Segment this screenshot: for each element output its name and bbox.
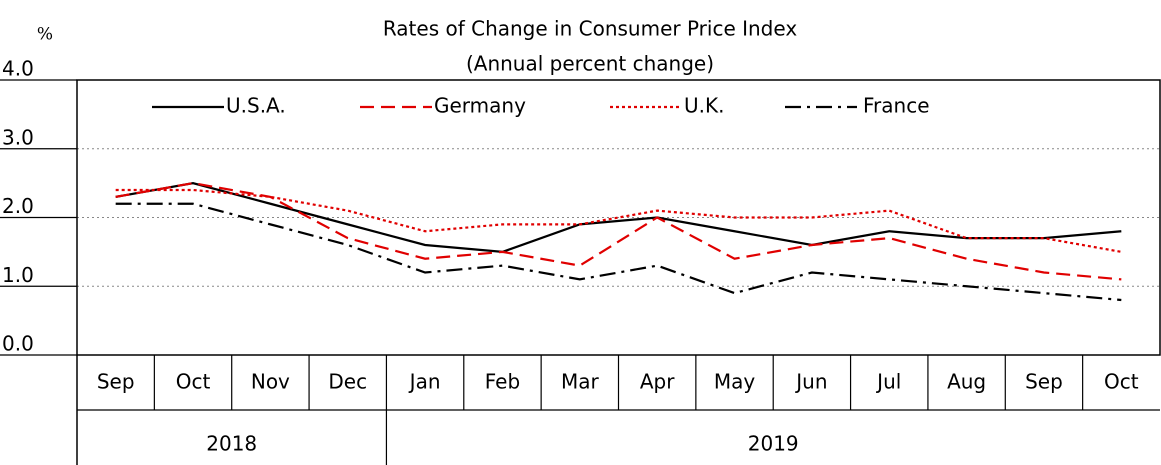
x-tick-label: Aug <box>947 370 986 394</box>
group-label: 2018 <box>206 432 257 456</box>
series-line <box>115 182 1122 281</box>
x-tick-label: Sep <box>97 370 135 394</box>
x-tick-label: Jun <box>794 370 827 394</box>
x-tick-label: Oct <box>176 370 211 394</box>
x-tick-label: Mar <box>561 370 600 394</box>
x-tick-label: May <box>714 370 756 394</box>
y-tick-label: 0.0 <box>2 332 34 356</box>
legend-label: France <box>863 94 930 118</box>
y-tick-label: 2.0 <box>2 194 34 218</box>
legend-label: U.K. <box>684 94 724 118</box>
y-axis-label: % <box>37 25 53 45</box>
y-tick-label: 4.0 <box>2 57 34 81</box>
legend-label: Germany <box>434 94 526 118</box>
x-tick-label: Jul <box>875 370 901 394</box>
x-tick-label: Feb <box>485 370 520 394</box>
chart-subtitle: (Annual percent change) <box>466 52 714 76</box>
y-tick-label: 1.0 <box>2 263 34 287</box>
x-tick-label: Jan <box>408 370 441 394</box>
series-line <box>115 181 1122 253</box>
x-tick-label: Nov <box>251 370 290 394</box>
x-tick-label: Oct <box>1104 370 1139 394</box>
group-label: 2019 <box>748 432 799 456</box>
y-tick-label: 3.0 <box>2 125 34 149</box>
x-tick-label: Sep <box>1025 370 1063 394</box>
x-tick-label: Apr <box>640 370 675 394</box>
series-line <box>115 202 1122 302</box>
legend-label: U.S.A. <box>226 94 286 118</box>
x-tick-label: Dec <box>328 370 367 394</box>
series-line <box>115 188 1122 253</box>
chart-title: Rates of Change in Consumer Price Index <box>383 17 798 41</box>
